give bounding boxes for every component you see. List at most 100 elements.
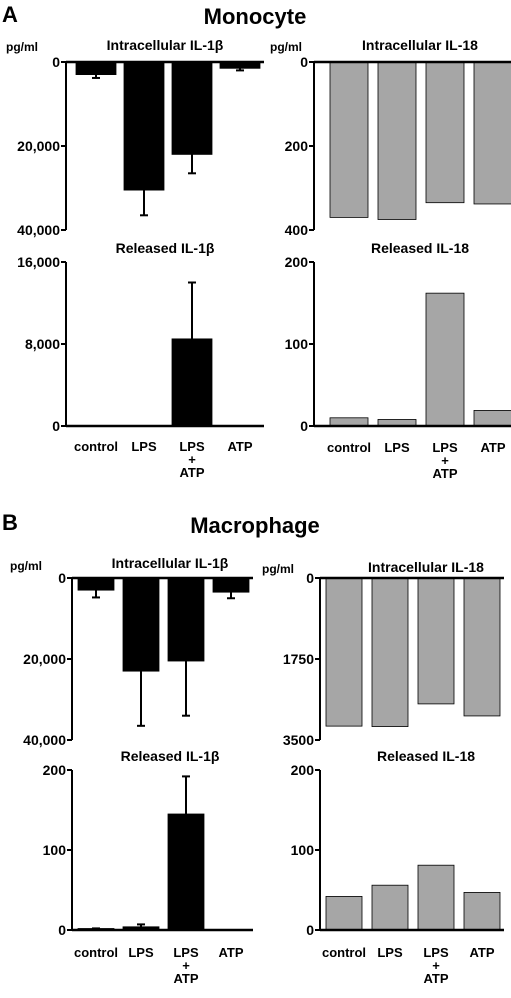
- bar: [473, 410, 511, 427]
- chart-a-intracellular-il18: Intracellular IL-18 0 200 400: [285, 37, 511, 238]
- error-bar: [182, 661, 190, 717]
- category-label-line: +: [188, 452, 196, 467]
- y-tick-label: 0: [58, 570, 66, 586]
- error-bar: [227, 592, 235, 600]
- chart-b-released-il1b: Released IL-1β 0 100 200: [43, 748, 253, 938]
- category-label-line: control: [74, 945, 118, 960]
- bar: [325, 577, 363, 727]
- category-label: control: [327, 440, 371, 455]
- unit-label-a-left: pg/ml: [6, 40, 38, 54]
- category-label: LPS + ATP: [179, 439, 205, 480]
- unit-label-b-right: pg/ml: [262, 562, 294, 576]
- category-label-line: +: [182, 958, 190, 973]
- chart-title: Intracellular IL-18: [368, 559, 484, 575]
- y-tick-label: 16,000: [17, 254, 60, 270]
- bar: [425, 292, 465, 427]
- bar: [167, 813, 205, 931]
- category-label-line: ATP: [423, 971, 448, 986]
- chart-a-intracellular-il1b: Intracellular IL-1β 0 20,000 40,000: [17, 37, 264, 238]
- bar: [329, 61, 369, 218]
- y-tick-label: 40,000: [23, 732, 66, 748]
- y-tick-label: 100: [285, 336, 309, 352]
- category-label-line: ATP: [432, 466, 457, 481]
- category-label-line: LPS: [432, 440, 458, 455]
- y-tick-label: 0: [58, 922, 66, 938]
- category-label-line: control: [322, 945, 366, 960]
- y-tick-label: 20,000: [23, 651, 66, 667]
- category-label: ATP: [480, 440, 505, 455]
- category-label-line: ATP: [469, 945, 494, 960]
- category-label: control: [322, 945, 366, 960]
- category-label: LPS + ATP: [423, 945, 449, 986]
- bar: [123, 61, 165, 191]
- bar: [371, 577, 409, 727]
- category-label-line: +: [432, 958, 440, 973]
- bar: [171, 61, 213, 155]
- bar: [171, 338, 213, 427]
- category-label-line: LPS: [377, 945, 403, 960]
- chart-title: Intracellular IL-18: [362, 37, 478, 53]
- category-label-line: LPS: [128, 945, 154, 960]
- chart-b-released-il18: Released IL-18 0 100 200: [291, 748, 504, 938]
- bar: [75, 61, 117, 76]
- bar: [371, 884, 409, 931]
- bar: [463, 892, 501, 931]
- chart-title: Intracellular IL-1β: [107, 37, 224, 53]
- error-bar: [92, 590, 100, 599]
- y-tick-label: 0: [52, 54, 60, 70]
- category-label: ATP: [218, 945, 243, 960]
- y-tick-label: 20,000: [17, 138, 60, 154]
- category-label-line: LPS: [179, 439, 205, 454]
- error-bar: [236, 68, 244, 72]
- bar: [77, 577, 115, 591]
- bar: [463, 577, 501, 717]
- y-tick-label: 8,000: [25, 336, 60, 352]
- error-bar: [137, 923, 145, 927]
- error-bar: [140, 190, 148, 217]
- category-label-line: control: [74, 439, 118, 454]
- category-label: control: [74, 439, 118, 454]
- section-title-macrophage: Macrophage: [190, 513, 320, 538]
- error-bar: [92, 74, 100, 79]
- bar: [425, 61, 465, 204]
- category-label: control: [74, 945, 118, 960]
- bar: [122, 577, 160, 672]
- panel-letter-a: A: [2, 2, 18, 27]
- y-tick-label: 100: [43, 842, 67, 858]
- chart-b-intracellular-il1b: Intracellular IL-1β 0 20,000 40,000: [23, 555, 253, 748]
- chart-title: Released IL-18: [377, 748, 475, 764]
- category-label-line: LPS: [423, 945, 449, 960]
- category-label-line: ATP: [480, 440, 505, 455]
- category-label: ATP: [227, 439, 252, 454]
- y-tick-label: 200: [285, 138, 309, 154]
- y-tick-label: 0: [306, 570, 314, 586]
- category-label-line: LPS: [384, 440, 410, 455]
- bar: [473, 61, 511, 205]
- category-label: LPS + ATP: [432, 440, 458, 481]
- chart-title: Released IL-18: [371, 240, 469, 256]
- category-label: LPS: [384, 440, 410, 455]
- y-tick-label: 40,000: [17, 222, 60, 238]
- y-tick-label: 0: [300, 418, 308, 434]
- y-tick-label: 3500: [283, 732, 314, 748]
- category-label: ATP: [469, 945, 494, 960]
- bar: [325, 896, 363, 931]
- bar: [167, 577, 205, 662]
- y-tick-label: 0: [306, 922, 314, 938]
- category-label-line: ATP: [227, 439, 252, 454]
- y-tick-label: 100: [291, 842, 315, 858]
- category-label-line: ATP: [218, 945, 243, 960]
- y-tick-label: 200: [285, 254, 309, 270]
- category-label-line: ATP: [173, 971, 198, 986]
- chart-title: Released IL-1β: [116, 240, 215, 256]
- bar: [212, 577, 250, 593]
- category-label-line: +: [441, 453, 449, 468]
- bar: [417, 864, 455, 931]
- y-tick-label: 400: [285, 222, 309, 238]
- bar: [377, 61, 417, 220]
- category-label: LPS: [131, 439, 157, 454]
- y-tick-label: 200: [291, 762, 315, 778]
